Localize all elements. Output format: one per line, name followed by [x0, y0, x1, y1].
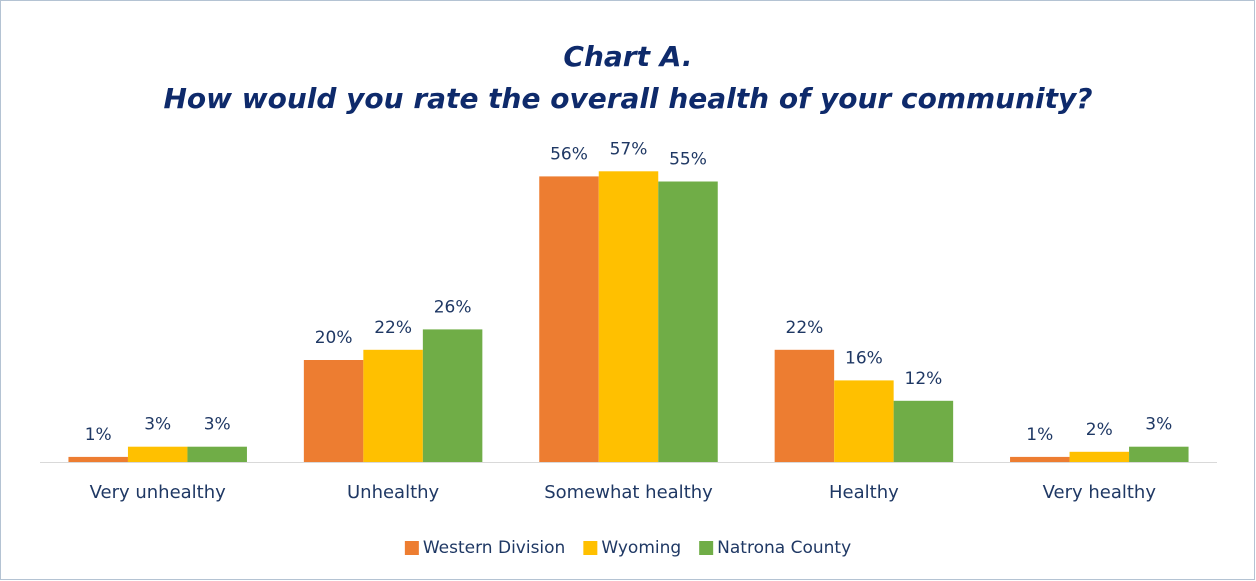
x-tick-label: Unhealthy [347, 482, 440, 503]
value-label: 22% [374, 318, 412, 338]
bar [127, 446, 188, 462]
value-label: 3% [1145, 415, 1172, 435]
bar [303, 360, 364, 462]
legend-swatch [404, 541, 419, 555]
bar [893, 400, 954, 462]
bar [774, 349, 835, 462]
bar [1069, 451, 1130, 462]
value-label: 26% [434, 297, 472, 317]
bar [363, 349, 423, 462]
value-label: 2% [1086, 420, 1113, 440]
value-label: 57% [610, 139, 648, 159]
bar [1010, 456, 1070, 462]
bar [187, 446, 247, 462]
value-label: 22% [786, 318, 824, 338]
value-label: 3% [204, 415, 231, 435]
x-tick-label: Healthy [829, 482, 899, 503]
value-label: 20% [315, 328, 353, 348]
bar [598, 171, 659, 463]
bar [539, 176, 599, 462]
value-label: 1% [1026, 425, 1053, 445]
legend-swatch [583, 541, 598, 555]
chart-subtitle: How would you rate the overall health of… [163, 82, 1092, 115]
value-label: 16% [845, 348, 883, 368]
value-label: 1% [85, 425, 112, 445]
x-tick-label: Very unhealthy [90, 482, 227, 503]
chart-title: Chart A. [563, 40, 692, 73]
bar [834, 380, 894, 462]
legend-label: Wyoming [601, 538, 681, 558]
value-label: 12% [905, 369, 943, 389]
legend-label: Western Division [423, 538, 565, 558]
legend-label: Natrona County [717, 538, 851, 558]
legend-swatch [699, 541, 714, 555]
x-tick-label: Very healthy [1043, 482, 1157, 503]
value-label: 56% [550, 144, 588, 164]
bar [658, 181, 718, 462]
bar [422, 329, 483, 462]
bar [1129, 446, 1189, 462]
value-label: 55% [669, 150, 707, 170]
x-tick-label: Somewhat healthy [544, 482, 713, 503]
value-label: 3% [144, 415, 171, 435]
bar [68, 456, 128, 462]
